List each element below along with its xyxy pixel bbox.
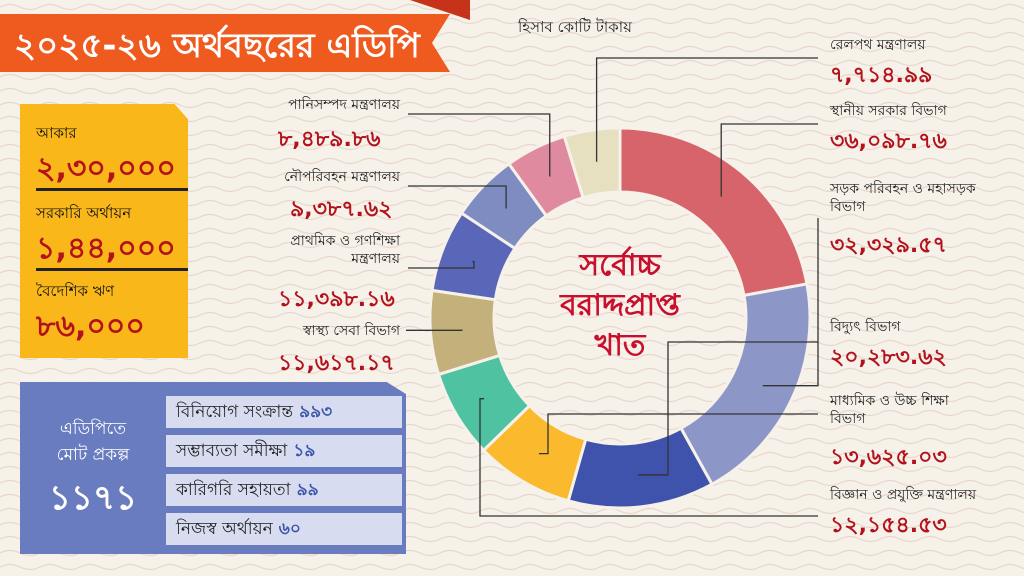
label-secondary-edu-name: মাধ্যমিক ও উচ্চ শিক্ষা বিভাগ <box>830 393 949 427</box>
label-water-value: ৮,৪৮৯.৮৬ <box>278 127 381 152</box>
label-railway-name: রেলপথ মন্ত্রণালয় <box>830 37 926 53</box>
project-row-investment: বিনিয়োগ সংক্রান্ত ৯৯৩ <box>166 396 402 428</box>
label-primary-edu-name: প্রাথমিক ও গণশিক্ষা মন্ত্রণালয় <box>290 233 400 267</box>
donut-slice <box>678 282 812 487</box>
label-road-name: সড়ক পরিবহন ও মহাসড়ক বিভাগ <box>830 181 976 215</box>
label-power-name: বিদ্যুৎ বিভাগ <box>830 319 901 335</box>
label-shipping-value: ৯,৩৮৭.৬২ <box>290 197 393 222</box>
project-row-own-funding: নিজস্ব অর্থায়ন ৬০ <box>166 513 402 545</box>
project-row-feasibility: সম্ভাব্যতা সমীক্ষা ১৯ <box>166 435 402 467</box>
leader-line <box>595 57 818 162</box>
label-lgd-name: স্থানীয় সরকার বিভাগ <box>830 103 947 119</box>
leader-line <box>408 260 475 269</box>
summary-divider <box>36 268 188 271</box>
label-health-name: স্বাস্থ্য সেবা বিভাগ <box>302 323 400 339</box>
label-railway-value: ৭,৭১৪.৯৯ <box>830 63 933 88</box>
project-row-technical: কারিগরি সহায়তা ৯৯ <box>166 474 402 506</box>
label-primary-edu-value: ১১,৩৯৮.১৬ <box>278 287 395 312</box>
projects-head: এডিপিতে মোট প্রকল্প ১১৭১ <box>28 416 158 529</box>
title-ribbon <box>0 14 450 72</box>
leader-line <box>408 185 507 209</box>
project-row-value: ১৯ <box>293 441 316 461</box>
label-water-name: পানিসম্পদ মন্ত্রণালয় <box>288 97 400 113</box>
summary-loan-label: বৈদেশিক ঋণ <box>36 282 115 300</box>
label-science-value: ১২,১৫৪.৫৩ <box>830 513 947 538</box>
summary-divider <box>36 188 188 191</box>
leader-line <box>720 123 818 197</box>
project-row-label: কারিগরি সহায়তা <box>176 480 291 500</box>
summary-size-value: ২,৩০,০০০ <box>36 151 176 186</box>
unit-note: হিসাব কোটি টাকায় <box>518 18 632 36</box>
project-row-value: ৯৯ <box>296 480 319 500</box>
project-row-value: ৯৯৩ <box>299 402 333 422</box>
page-title: ২০২৫-২৬ অর্থবছরের এডিপি <box>14 26 420 66</box>
project-row-label: নিজস্ব অর্থায়ন <box>176 519 273 539</box>
projects-label: এডিপিতে মোট প্রকল্প <box>56 419 130 465</box>
label-health-value: ১১,৬১৭.১৭ <box>278 351 395 376</box>
project-row-label: সম্ভাব্যতা সমীক্ষা <box>176 441 288 461</box>
projects-panel: এডিপিতে মোট প্রকল্প ১১৭১ বিনিয়োগ সংক্রা… <box>20 382 406 554</box>
summary-govt-value: ১,৪৪,০০০ <box>36 231 176 266</box>
leader-line <box>762 218 819 387</box>
summary-loan-value: ৮৬,০০০ <box>36 309 145 344</box>
leader-line <box>408 113 551 177</box>
label-lgd-value: ৩৬,০৯৮.৭৬ <box>830 129 947 154</box>
summary-govt-label: সরকারি অর্থায়ন <box>36 204 132 222</box>
leader-line <box>479 398 818 517</box>
projects-total: ১১৭১ <box>48 478 138 518</box>
leader-line <box>538 413 818 455</box>
leader-line <box>638 341 818 476</box>
donut-slice <box>562 126 622 200</box>
label-science-name: বিজ্ঞান ও প্রযুক্তি মন্ত্রণালয় <box>830 487 977 503</box>
label-power-value: ২০,২৮৩.৬২ <box>830 345 947 370</box>
summary-size-label: আকার <box>36 124 77 142</box>
summary-panel: আকার ২,৩০,০০০ সরকারি অর্থায়ন ১,৪৪,০০০ ব… <box>20 104 188 358</box>
project-row-label: বিনিয়োগ সংক্রান্ত <box>176 402 294 422</box>
chart-center-title: সর্বোচ্চ বরাদ্দপ্রাপ্ত খাত <box>560 248 680 363</box>
donut-slice <box>618 126 809 298</box>
label-secondary-edu-value: ১৩,৬২৫.০৩ <box>830 445 947 470</box>
label-road-value: ৩২,৩২৯.৫৭ <box>830 233 947 258</box>
label-shipping-name: নৌপরিবহন মন্ত্রণালয় <box>284 169 400 185</box>
project-row-value: ৬০ <box>278 519 301 539</box>
